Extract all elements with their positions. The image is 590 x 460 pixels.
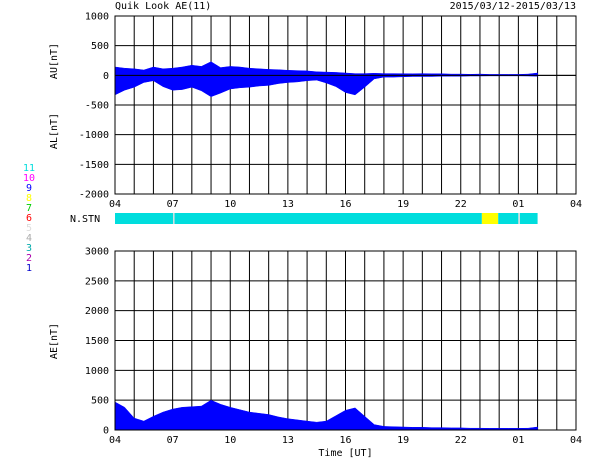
station-segment bbox=[174, 213, 482, 224]
station-legend-entry: 8 bbox=[25, 193, 33, 204]
x-axis-label: Time [UT] bbox=[318, 448, 372, 459]
station-legend-entry: 9 bbox=[25, 183, 33, 194]
station-legend: 11 10 9 8 7 6 5 4 3 2 1 bbox=[14, 164, 44, 274]
au-al-xtick-label: 16 bbox=[339, 199, 351, 210]
station-segment bbox=[115, 213, 174, 224]
ae-ytick-label: 3000 bbox=[85, 247, 109, 258]
ae-xtick-label: 10 bbox=[224, 435, 236, 446]
date-range: 2015/03/12-2015/03/13 bbox=[449, 1, 576, 12]
au-al-ytick-label: 0 bbox=[103, 71, 109, 82]
au-al-xtick-label: 13 bbox=[282, 199, 294, 210]
station-segment bbox=[173, 213, 175, 224]
au-al-ytick-label: 1000 bbox=[85, 12, 109, 23]
au-al-xtick-label: 04 bbox=[570, 199, 582, 210]
station-legend-entry: 11 bbox=[22, 163, 36, 174]
au-al-frame bbox=[114, 15, 577, 195]
ae-xtick-label: 01 bbox=[512, 435, 524, 446]
ae-ytick-label: 500 bbox=[91, 396, 109, 407]
ae-xtick-label: 13 bbox=[282, 435, 294, 446]
au-al-xtick-label: 07 bbox=[167, 199, 179, 210]
au-al-ytick-label: -1000 bbox=[79, 130, 109, 141]
station-legend-entry: 7 bbox=[25, 203, 33, 214]
station-legend-entry: 2 bbox=[25, 253, 33, 264]
au-al-ytick-label: -2000 bbox=[79, 190, 109, 201]
au-al-xtick-label: 19 bbox=[397, 199, 409, 210]
au-al-xtick-label: 01 bbox=[512, 199, 524, 210]
station-segment bbox=[518, 213, 520, 224]
ae-xtick-label: 22 bbox=[455, 435, 467, 446]
ae-ytick-label: 1000 bbox=[85, 366, 109, 377]
ae-frame bbox=[114, 250, 577, 431]
ae-xtick-label: 16 bbox=[339, 435, 351, 446]
station-legend-entry: 1 bbox=[25, 263, 33, 274]
au-al-ytick-label: -1500 bbox=[79, 160, 109, 171]
ae-ytick-label: 2500 bbox=[85, 276, 109, 287]
station-legend-entry: 3 bbox=[25, 243, 33, 254]
ae-ytick-label: 2000 bbox=[85, 306, 109, 317]
station-legend-entry: 4 bbox=[25, 233, 33, 244]
au-al-ytick-label: -500 bbox=[85, 101, 109, 112]
au-axis-label: AU[nT] bbox=[49, 43, 60, 79]
au-al-xtick-label: 22 bbox=[455, 199, 467, 210]
au-al-area bbox=[114, 61, 538, 97]
station-count-panel: N.STN bbox=[70, 213, 538, 225]
station-count-label: N.STN bbox=[70, 214, 100, 225]
au-al-ytick-label: 500 bbox=[91, 41, 109, 52]
ae-area bbox=[114, 399, 538, 431]
station-legend-entry: 6 bbox=[25, 213, 33, 224]
ae-axis-label: AE[nT] bbox=[49, 323, 60, 359]
au-al-xtick-label: 04 bbox=[109, 199, 121, 210]
ae-xtick-label: 04 bbox=[109, 435, 121, 446]
ae-xtick-label: 04 bbox=[570, 435, 582, 446]
chart-title: Quik Look AE(11) bbox=[115, 1, 212, 12]
station-legend-entry: 5 bbox=[25, 223, 33, 234]
ae-xtick-label: 07 bbox=[167, 435, 179, 446]
station-segment bbox=[481, 213, 499, 224]
station-segment bbox=[498, 213, 519, 224]
ae-ytick-label: 0 bbox=[103, 426, 109, 437]
station-legend-entry: 10 bbox=[22, 173, 36, 184]
au-al-xtick-label: 10 bbox=[224, 199, 236, 210]
al-axis-label: AL[nT] bbox=[49, 113, 60, 149]
station-segment bbox=[519, 213, 538, 224]
ae-xtick-label: 19 bbox=[397, 435, 409, 446]
ae-ytick-label: 1500 bbox=[85, 336, 109, 347]
